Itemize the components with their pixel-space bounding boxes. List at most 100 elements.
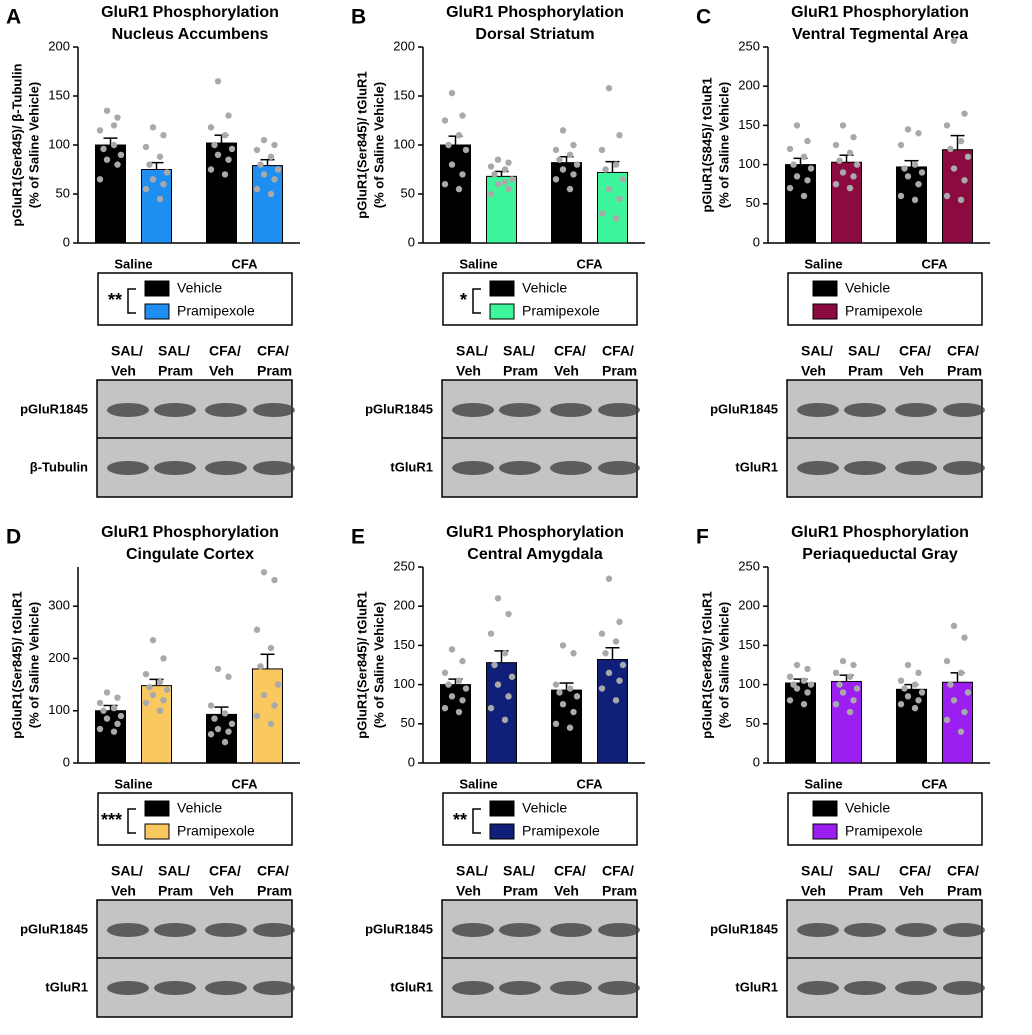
data-point [146,684,153,691]
data-point [96,699,104,707]
panel-letter: D [6,526,21,549]
data-point [462,685,470,692]
data-point [943,192,951,200]
data-point [505,693,512,700]
data-point [160,181,167,188]
legend-swatch [144,303,170,320]
y-tick-label: 150 [738,637,760,652]
data-point [605,575,613,582]
lane-label: Veh [801,883,826,899]
chart-title: GluR1 Phosphorylation [446,4,624,21]
data-point [559,642,567,649]
blot-row-label: tGluR1 [390,459,433,474]
y-tick-label: 0 [753,234,760,249]
bar [896,166,927,244]
data-point [142,185,150,193]
data-point [225,156,232,163]
chart-title: Periaqueductal Gray [802,546,958,563]
legend-label: Vehicle [177,280,222,296]
y-tick-label: 0 [753,754,760,769]
legend-swatch [489,303,515,320]
legend-box [442,792,638,846]
data-point [964,689,972,696]
blot-band [205,403,247,417]
blot-band [895,923,937,937]
bar [95,710,126,764]
y-axis-label: pGluR1(Ser845)/ tGluR1 [354,71,369,218]
y-tick-label: 100 [738,676,760,691]
data-point [160,697,167,704]
lane-label: SAL/ [801,343,833,359]
data-point [156,153,164,160]
y-tick-label: 250 [738,558,760,573]
data-point [566,685,574,692]
y-tick-label: 150 [393,637,415,652]
x-tick-label: Saline [804,256,842,271]
blot-band [253,403,295,417]
blot-band [895,403,937,417]
data-point [221,171,229,178]
data-point [253,712,261,720]
data-point [487,190,495,198]
data-point [225,673,232,680]
data-point [103,156,111,163]
data-point [96,127,104,134]
data-point [103,689,111,696]
significance: ** [453,810,467,830]
data-point [160,132,167,139]
blot-band [844,403,886,417]
data-point [786,697,794,704]
blot-band [550,981,592,995]
data-point [149,691,157,699]
data-point [602,650,609,657]
y-axis-label: pGluR1(Ser845)/ tGluR1 [354,591,369,738]
data-point [225,728,232,735]
data-point [957,669,965,677]
data-point [505,159,512,166]
data-point [800,677,808,684]
data-point [163,686,171,694]
legend-label: Pramipexole [177,823,255,839]
panel-letter: E [351,526,365,549]
blot-band [598,981,640,995]
chart-title: Cingulate Cortex [126,546,254,563]
data-point [904,173,912,180]
data-point [267,190,275,198]
data-point [257,161,264,168]
lane-label: Pram [503,363,538,379]
data-point [441,704,449,712]
panel: E GluR1 Phosphorylation Central Amygdala pG… [351,524,645,1018]
y-tick-label: 200 [48,38,70,53]
bar [141,685,172,764]
significance: ** [108,290,122,310]
blot-band [205,923,247,937]
data-point [491,171,498,178]
data-point [274,681,282,688]
data-point [897,701,905,708]
data-point [957,728,965,735]
data-point [455,677,463,684]
panel-letter: C [696,6,711,29]
data-point [950,697,958,704]
lane-label: Veh [899,883,924,899]
data-point [508,673,516,680]
bar [785,682,816,764]
lane-label: Veh [456,363,481,379]
data-point [947,681,954,688]
y-tick-label: 50 [746,195,760,210]
data-point [556,689,563,696]
data-point [508,176,516,183]
data-point [114,114,121,121]
blot-band [943,403,985,417]
lane-label: Pram [947,363,982,379]
data-point [271,576,278,584]
data-point [221,738,229,746]
data-point [214,151,222,158]
bar [597,171,628,244]
data-point [790,161,797,168]
legend-label: Vehicle [845,280,890,296]
data-point [897,141,905,149]
data-point [566,151,574,158]
data-point [110,122,118,129]
data-point [214,725,222,733]
